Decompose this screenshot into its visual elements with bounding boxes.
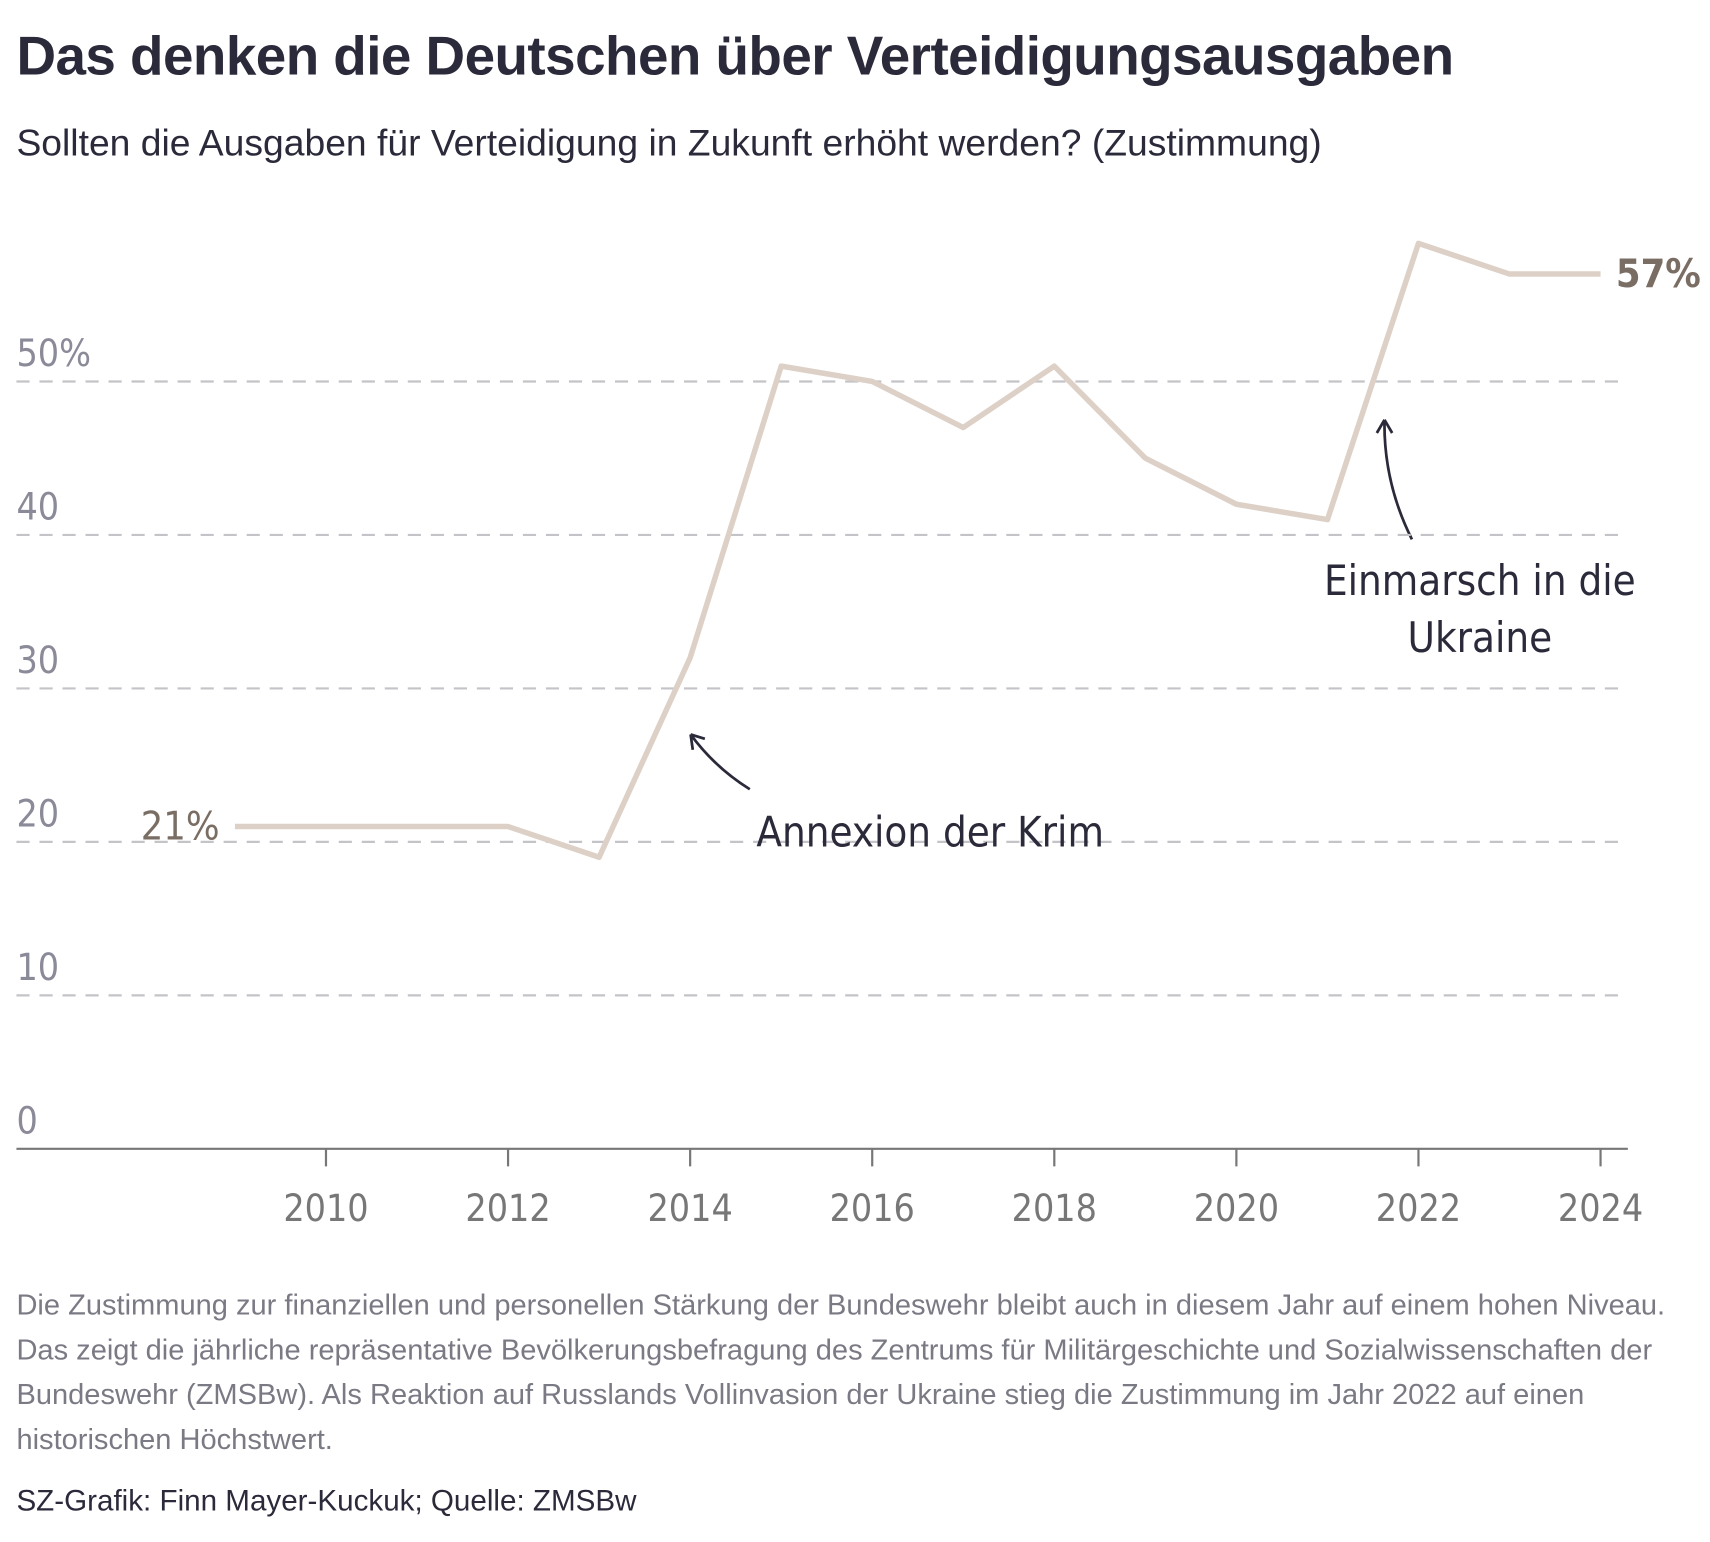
annotation-arrow [689, 733, 751, 791]
title: Das denken die Deutschen über Verteidigu… [16, 25, 1454, 87]
source: SZ-Grafik: Finn Mayer-Kuckuk; Quelle: ZM… [16, 1484, 637, 1518]
chart: 0 10 20 30 40 50% 2010 2012 2014 2016 2018 2020 2022… [16, 240, 1701, 1230]
annotation: Annexion der Krim [756, 807, 1104, 856]
x-tick-label: 2010 [283, 1186, 368, 1230]
x-tick-label: 2022 [1376, 1186, 1461, 1230]
value-label: 21% [141, 804, 220, 850]
line [234, 240, 1601, 860]
y-tick-label: 0 [16, 1098, 37, 1142]
annotation: Einmarsch in die [1324, 556, 1636, 605]
x-tick-label: 2012 [465, 1186, 550, 1230]
y-tick-label: 50% [16, 331, 91, 375]
x-tick-label: 2014 [647, 1186, 732, 1230]
x-tick-label: 2018 [1012, 1186, 1097, 1230]
x-tick-label: 2024 [1558, 1186, 1643, 1230]
note: Die Zustimmung zur finanziellen und pers… [16, 1288, 1666, 1456]
x-tick-label: 2020 [1194, 1186, 1279, 1230]
value-label: 57% [1616, 251, 1701, 297]
y-tick-label: 40 [16, 485, 59, 529]
subtitle: Sollten die Ausgaben für Verteidigung in… [16, 122, 1322, 165]
annotation-arrow [1375, 419, 1414, 540]
y-tick-label: 10 [16, 945, 59, 989]
x-tick-label: 2016 [830, 1186, 915, 1230]
y-tick-label: 30 [16, 638, 59, 682]
y-tick-label: 20 [16, 792, 59, 836]
annotation: Ukraine [1408, 613, 1553, 662]
